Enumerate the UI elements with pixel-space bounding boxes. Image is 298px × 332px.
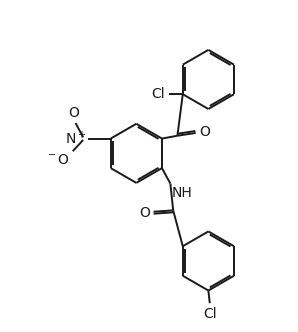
Text: O: O — [69, 106, 80, 120]
Text: N$^+$: N$^+$ — [65, 130, 87, 147]
Text: O: O — [199, 124, 210, 138]
Text: O: O — [139, 206, 150, 220]
Text: Cl: Cl — [203, 307, 217, 321]
Text: Cl: Cl — [152, 87, 165, 101]
Text: NH: NH — [172, 186, 193, 200]
Text: $^-$O: $^-$O — [45, 153, 69, 167]
